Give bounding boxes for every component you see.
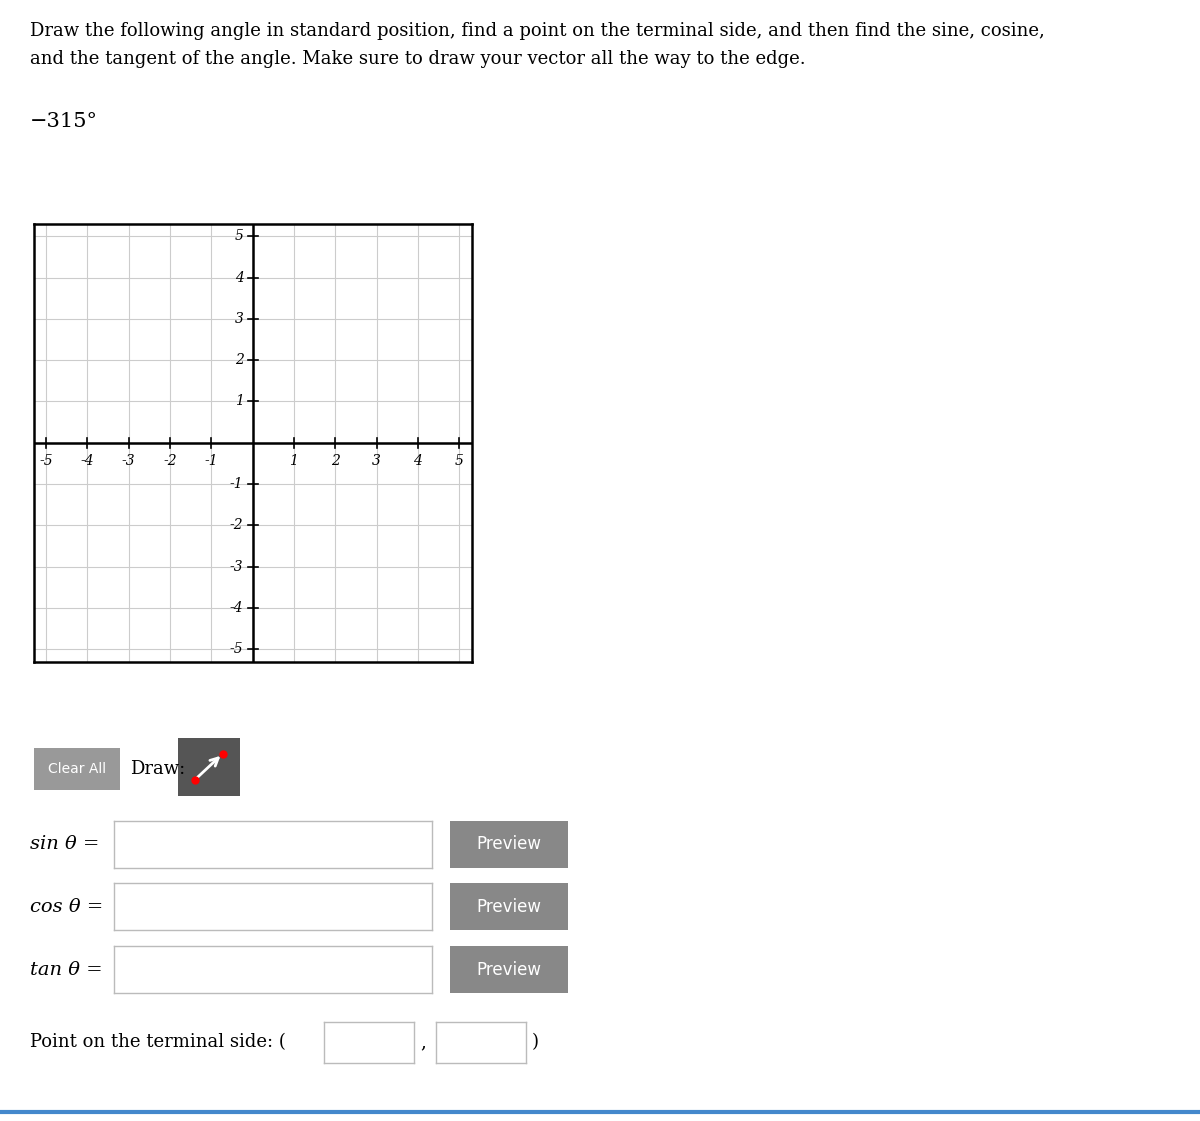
Text: 5: 5 bbox=[235, 229, 244, 243]
Text: sin θ =: sin θ = bbox=[30, 835, 100, 853]
Text: Draw:: Draw: bbox=[130, 760, 185, 778]
Text: −315°: −315° bbox=[30, 112, 98, 131]
Text: Preview: Preview bbox=[476, 835, 541, 853]
Text: Clear All: Clear All bbox=[48, 762, 106, 776]
Text: Preview: Preview bbox=[476, 961, 541, 979]
Text: -2: -2 bbox=[163, 454, 176, 469]
FancyBboxPatch shape bbox=[173, 733, 245, 800]
Text: cos θ =: cos θ = bbox=[30, 898, 103, 916]
Text: 5: 5 bbox=[455, 454, 463, 469]
Text: tan θ =: tan θ = bbox=[30, 961, 103, 979]
Text: -5: -5 bbox=[230, 642, 244, 657]
Text: -4: -4 bbox=[80, 454, 94, 469]
Text: 3: 3 bbox=[372, 454, 380, 469]
Text: 2: 2 bbox=[235, 353, 244, 368]
Text: -2: -2 bbox=[230, 518, 244, 532]
Text: ): ) bbox=[532, 1034, 539, 1051]
Text: -1: -1 bbox=[204, 454, 218, 469]
Text: 1: 1 bbox=[289, 454, 299, 469]
Text: 3: 3 bbox=[235, 312, 244, 326]
Text: Draw the following angle in standard position, find a point on the terminal side: Draw the following angle in standard pos… bbox=[30, 22, 1045, 40]
Text: Point on the terminal side: (: Point on the terminal side: ( bbox=[30, 1034, 286, 1051]
Text: -3: -3 bbox=[122, 454, 136, 469]
Text: -4: -4 bbox=[230, 601, 244, 615]
Text: 2: 2 bbox=[331, 454, 340, 469]
Text: 1: 1 bbox=[235, 395, 244, 408]
Text: and the tangent of the angle. Make sure to draw your vector all the way to the e: and the tangent of the angle. Make sure … bbox=[30, 50, 805, 68]
Text: -3: -3 bbox=[230, 559, 244, 574]
Text: 4: 4 bbox=[414, 454, 422, 469]
Text: -5: -5 bbox=[40, 454, 53, 469]
Text: ,: , bbox=[420, 1034, 426, 1051]
FancyBboxPatch shape bbox=[25, 743, 128, 795]
Text: Preview: Preview bbox=[476, 898, 541, 916]
Text: -1: -1 bbox=[230, 478, 244, 491]
Text: 4: 4 bbox=[235, 270, 244, 285]
